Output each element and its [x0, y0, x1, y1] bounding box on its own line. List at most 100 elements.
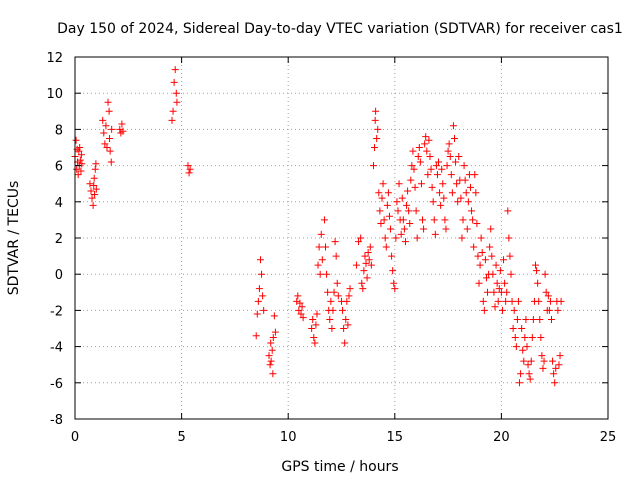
data-point	[407, 176, 415, 184]
data-point	[297, 310, 305, 318]
data-point	[444, 147, 452, 155]
data-point	[415, 144, 423, 151]
data-point	[541, 270, 549, 278]
data-point	[311, 339, 319, 347]
data-point	[480, 306, 488, 314]
data-point	[475, 279, 483, 287]
data-point	[463, 225, 471, 233]
data-point	[374, 125, 382, 133]
data-point	[334, 292, 342, 300]
data-point	[171, 66, 179, 74]
data-point	[423, 147, 431, 155]
data-point	[169, 107, 177, 115]
data-point	[516, 379, 524, 387]
data-point	[476, 261, 484, 269]
data-point	[437, 201, 445, 209]
data-point	[331, 238, 339, 246]
data-point	[101, 140, 109, 148]
data-point	[490, 288, 498, 296]
data-point	[371, 144, 379, 151]
data-point	[462, 189, 470, 197]
data-point	[450, 134, 458, 142]
data-point	[75, 147, 83, 155]
data-point	[439, 180, 447, 188]
data-point	[391, 285, 399, 293]
data-point	[470, 243, 478, 251]
data-point	[102, 122, 110, 130]
data-point	[363, 274, 371, 282]
data-point	[346, 285, 354, 293]
data-point	[395, 180, 403, 188]
data-point	[268, 346, 276, 354]
chart-title: Day 150 of 2024, Sidereal Day-to-day VTE…	[57, 21, 623, 37]
data-point	[91, 191, 99, 199]
data-point	[413, 234, 421, 242]
data-point	[86, 180, 94, 188]
data-point	[168, 116, 176, 124]
data-point	[392, 234, 400, 242]
data-point	[403, 201, 411, 209]
data-point	[524, 361, 532, 369]
data-point	[352, 261, 360, 269]
data-point	[293, 297, 301, 305]
data-point	[90, 174, 98, 182]
data-point	[295, 306, 303, 314]
data-point	[526, 375, 534, 383]
data-point	[525, 370, 533, 378]
data-point	[375, 189, 383, 197]
data-point	[529, 315, 537, 323]
data-point	[382, 243, 390, 251]
data-point	[503, 288, 511, 296]
data-point	[523, 343, 531, 351]
y-tick-label: 6	[55, 160, 63, 175]
data-point	[378, 194, 386, 202]
data-point	[320, 216, 328, 224]
data-point	[99, 116, 107, 124]
data-point	[469, 216, 477, 224]
data-point	[389, 267, 397, 275]
data-point	[73, 165, 81, 173]
data-point	[269, 334, 277, 342]
data-point	[359, 285, 367, 293]
data-point	[270, 312, 278, 320]
data-point	[501, 279, 509, 287]
data-point	[448, 189, 456, 197]
data-point	[345, 292, 353, 300]
data-point	[519, 346, 527, 354]
data-point	[504, 207, 512, 215]
data-point	[481, 256, 489, 264]
data-point	[379, 180, 387, 188]
data-point	[552, 364, 560, 372]
data-point	[344, 321, 352, 329]
data-point	[514, 297, 522, 305]
data-point	[549, 357, 557, 365]
data-point	[420, 225, 428, 233]
data-point	[449, 122, 457, 130]
data-point	[550, 370, 558, 378]
data-point	[447, 171, 455, 179]
x-tick-label: 0	[71, 430, 79, 445]
data-points	[71, 66, 565, 387]
data-point	[430, 216, 438, 224]
data-point	[545, 306, 553, 314]
y-tick-label: -8	[50, 413, 63, 428]
data-point	[512, 343, 520, 351]
data-point	[534, 279, 542, 287]
data-point	[105, 107, 113, 115]
data-point	[452, 158, 460, 166]
data-point	[388, 252, 396, 260]
data-point	[313, 310, 321, 318]
data-point	[548, 315, 556, 323]
data-point	[317, 230, 325, 238]
data-point	[435, 158, 443, 166]
data-point	[318, 256, 326, 264]
data-point	[472, 189, 480, 197]
data-point	[87, 187, 95, 195]
data-point	[315, 243, 323, 251]
data-point	[546, 297, 554, 305]
data-point	[445, 140, 453, 148]
data-point	[474, 252, 482, 260]
y-tick-label: 0	[55, 268, 63, 283]
data-point	[383, 201, 391, 209]
data-point	[500, 256, 508, 264]
